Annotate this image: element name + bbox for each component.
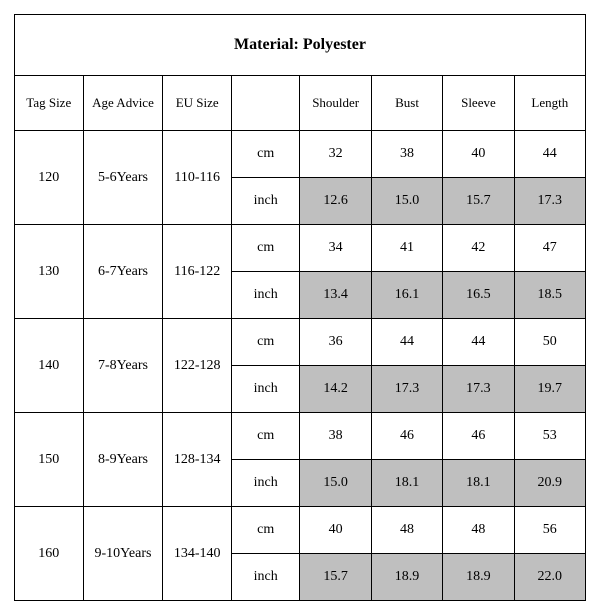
header-eu: EU Size <box>163 76 232 131</box>
cell-age: 7-8Years <box>83 319 163 413</box>
table-row: 120 5-6Years 110-116 cm 32 38 40 44 <box>15 131 586 178</box>
cell-unit-cm: cm <box>231 225 300 272</box>
cell-unit-cm: cm <box>231 131 300 178</box>
cell-age: 6-7Years <box>83 225 163 319</box>
cell-shoulder-inch: 14.2 <box>300 366 371 413</box>
table-row: 150 8-9Years 128-134 cm 38 46 46 53 <box>15 413 586 460</box>
cell-bust-inch: 15.0 <box>371 178 442 225</box>
cell-length-inch: 17.3 <box>514 178 585 225</box>
cell-bust-cm: 46 <box>371 413 442 460</box>
cell-length-cm: 56 <box>514 507 585 554</box>
cell-shoulder-cm: 36 <box>300 319 371 366</box>
cell-sleeve-cm: 42 <box>443 225 514 272</box>
cell-shoulder-inch: 15.0 <box>300 460 371 507</box>
cell-eu: 110-116 <box>163 131 232 225</box>
cell-tag: 160 <box>15 507 84 601</box>
cell-bust-cm: 38 <box>371 131 442 178</box>
cell-sleeve-cm: 40 <box>443 131 514 178</box>
cell-unit-inch: inch <box>231 366 300 413</box>
cell-length-inch: 20.9 <box>514 460 585 507</box>
cell-eu: 134-140 <box>163 507 232 601</box>
header-sleeve: Sleeve <box>443 76 514 131</box>
cell-eu: 122-128 <box>163 319 232 413</box>
title-row: Material: Polyester <box>15 15 586 76</box>
cell-unit-cm: cm <box>231 507 300 554</box>
cell-eu: 116-122 <box>163 225 232 319</box>
header-shoulder: Shoulder <box>300 76 371 131</box>
cell-shoulder-inch: 12.6 <box>300 178 371 225</box>
cell-bust-inch: 16.1 <box>371 272 442 319</box>
header-tag: Tag Size <box>15 76 84 131</box>
cell-length-cm: 50 <box>514 319 585 366</box>
cell-shoulder-cm: 38 <box>300 413 371 460</box>
cell-unit-inch: inch <box>231 460 300 507</box>
cell-sleeve-cm: 48 <box>443 507 514 554</box>
table-row: 160 9-10Years 134-140 cm 40 48 48 56 <box>15 507 586 554</box>
cell-bust-inch: 17.3 <box>371 366 442 413</box>
cell-bust-inch: 18.1 <box>371 460 442 507</box>
header-bust: Bust <box>371 76 442 131</box>
cell-shoulder-cm: 40 <box>300 507 371 554</box>
cell-bust-cm: 48 <box>371 507 442 554</box>
header-length: Length <box>514 76 585 131</box>
table-row: 140 7-8Years 122-128 cm 36 44 44 50 <box>15 319 586 366</box>
cell-unit-cm: cm <box>231 413 300 460</box>
cell-length-inch: 18.5 <box>514 272 585 319</box>
table-title: Material: Polyester <box>15 15 586 76</box>
header-unit <box>231 76 300 131</box>
cell-unit-cm: cm <box>231 319 300 366</box>
cell-sleeve-cm: 44 <box>443 319 514 366</box>
cell-eu: 128-134 <box>163 413 232 507</box>
cell-bust-cm: 41 <box>371 225 442 272</box>
cell-length-cm: 53 <box>514 413 585 460</box>
cell-shoulder-cm: 34 <box>300 225 371 272</box>
cell-age: 9-10Years <box>83 507 163 601</box>
cell-sleeve-inch: 17.3 <box>443 366 514 413</box>
cell-length-cm: 44 <box>514 131 585 178</box>
cell-shoulder-cm: 32 <box>300 131 371 178</box>
cell-age: 8-9Years <box>83 413 163 507</box>
cell-tag: 150 <box>15 413 84 507</box>
cell-unit-inch: inch <box>231 272 300 319</box>
cell-tag: 130 <box>15 225 84 319</box>
cell-bust-inch: 18.9 <box>371 554 442 601</box>
cell-tag: 140 <box>15 319 84 413</box>
cell-shoulder-inch: 15.7 <box>300 554 371 601</box>
cell-sleeve-inch: 15.7 <box>443 178 514 225</box>
table-row: 130 6-7Years 116-122 cm 34 41 42 47 <box>15 225 586 272</box>
cell-age: 5-6Years <box>83 131 163 225</box>
cell-tag: 120 <box>15 131 84 225</box>
cell-sleeve-inch: 16.5 <box>443 272 514 319</box>
size-chart-table: Material: Polyester Tag Size Age Advice … <box>14 14 586 601</box>
cell-length-cm: 47 <box>514 225 585 272</box>
cell-sleeve-cm: 46 <box>443 413 514 460</box>
cell-sleeve-inch: 18.1 <box>443 460 514 507</box>
cell-unit-inch: inch <box>231 178 300 225</box>
cell-sleeve-inch: 18.9 <box>443 554 514 601</box>
cell-shoulder-inch: 13.4 <box>300 272 371 319</box>
cell-length-inch: 19.7 <box>514 366 585 413</box>
cell-length-inch: 22.0 <box>514 554 585 601</box>
header-row: Tag Size Age Advice EU Size Shoulder Bus… <box>15 76 586 131</box>
cell-bust-cm: 44 <box>371 319 442 366</box>
header-age: Age Advice <box>83 76 163 131</box>
cell-unit-inch: inch <box>231 554 300 601</box>
